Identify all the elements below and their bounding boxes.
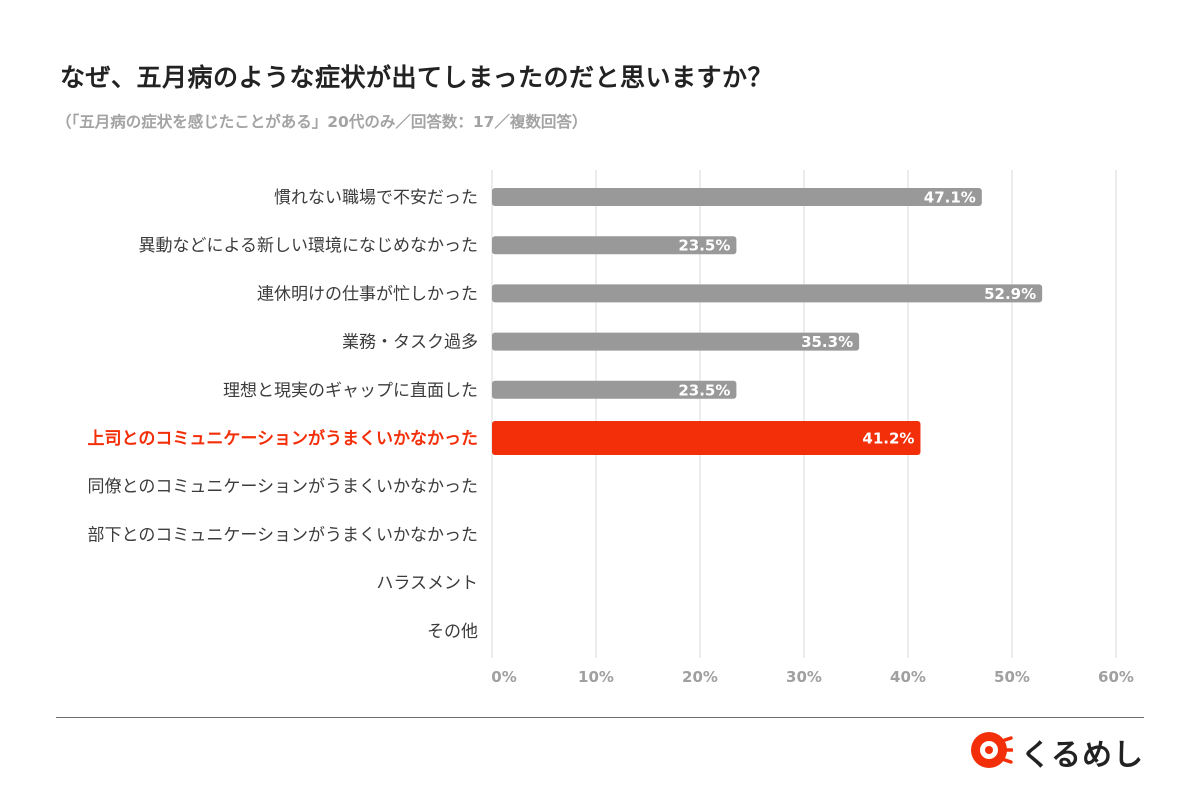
value-label: 41.2% (862, 430, 914, 448)
category-label: 部下とのコミュニケーションがうまくいかなかった (88, 525, 479, 545)
value-label: 35.3% (801, 333, 853, 351)
category-label: ハラスメント (376, 574, 478, 594)
value-label: 47.1% (924, 189, 976, 207)
brand-name: くるめし (1020, 738, 1144, 773)
category-label: 同僚とのコミュニケーションがうまくいかなかった (88, 477, 479, 497)
bar (492, 380, 737, 399)
x-tick-label: 60% (1098, 668, 1134, 686)
category-label: 連休明けの仕事が忙しかった (257, 284, 478, 304)
x-tick-label: 0% (491, 668, 516, 686)
category-label: 上司とのコミュニケーションがうまくいかなかった (88, 428, 479, 449)
x-tick-label: 10% (578, 668, 614, 686)
bar (492, 236, 737, 255)
value-label: 23.5% (678, 381, 730, 399)
kurumeshi-logo-icon (969, 730, 1014, 774)
bar-highlighted (492, 421, 921, 455)
category-label: 慣れない職場で不安だった (274, 188, 478, 208)
bar (492, 188, 982, 206)
bar (492, 332, 860, 351)
category-label: 業務・タスク過多 (342, 333, 478, 353)
chart-title: なぜ、五月病のような症状が出てしまったのだと思いますか？ (60, 63, 774, 92)
bar-chart: 慣れない職場で不安だった異動などによる新しい環境になじめなかった連休明けの仕事が… (88, 170, 1134, 686)
category-labels: 慣れない職場で不安だった異動などによる新しい環境になじめなかった連休明けの仕事が… (88, 188, 479, 642)
category-label: 異動などによる新しい環境になじめなかった (139, 236, 479, 256)
footer-divider (56, 717, 1144, 718)
category-label: その他 (427, 622, 478, 642)
x-axis-ticks: 0% 10% 20% 30% 40% 50% 60% (491, 668, 1134, 686)
brand: くるめし (969, 730, 1144, 774)
x-tick-label: 40% (890, 668, 926, 686)
x-tick-label: 50% (994, 668, 1030, 686)
value-label: 23.5% (678, 237, 730, 255)
bars (492, 188, 1043, 455)
x-tick-label: 20% (682, 668, 718, 686)
grid-lines (491, 170, 1117, 658)
value-label: 52.9% (984, 285, 1036, 303)
category-label: 理想と現実のギャップに直面した (223, 381, 478, 401)
value-labels: 47.1% 23.5% 52.9% 35.3% 23.5% 41.2% (678, 189, 1036, 448)
chart-subtitle: （「五月病の症状を感じたことがある」20代のみ／回答数：17／複数回答） (56, 113, 588, 131)
x-tick-label: 30% (786, 668, 822, 686)
bar (492, 284, 1043, 303)
